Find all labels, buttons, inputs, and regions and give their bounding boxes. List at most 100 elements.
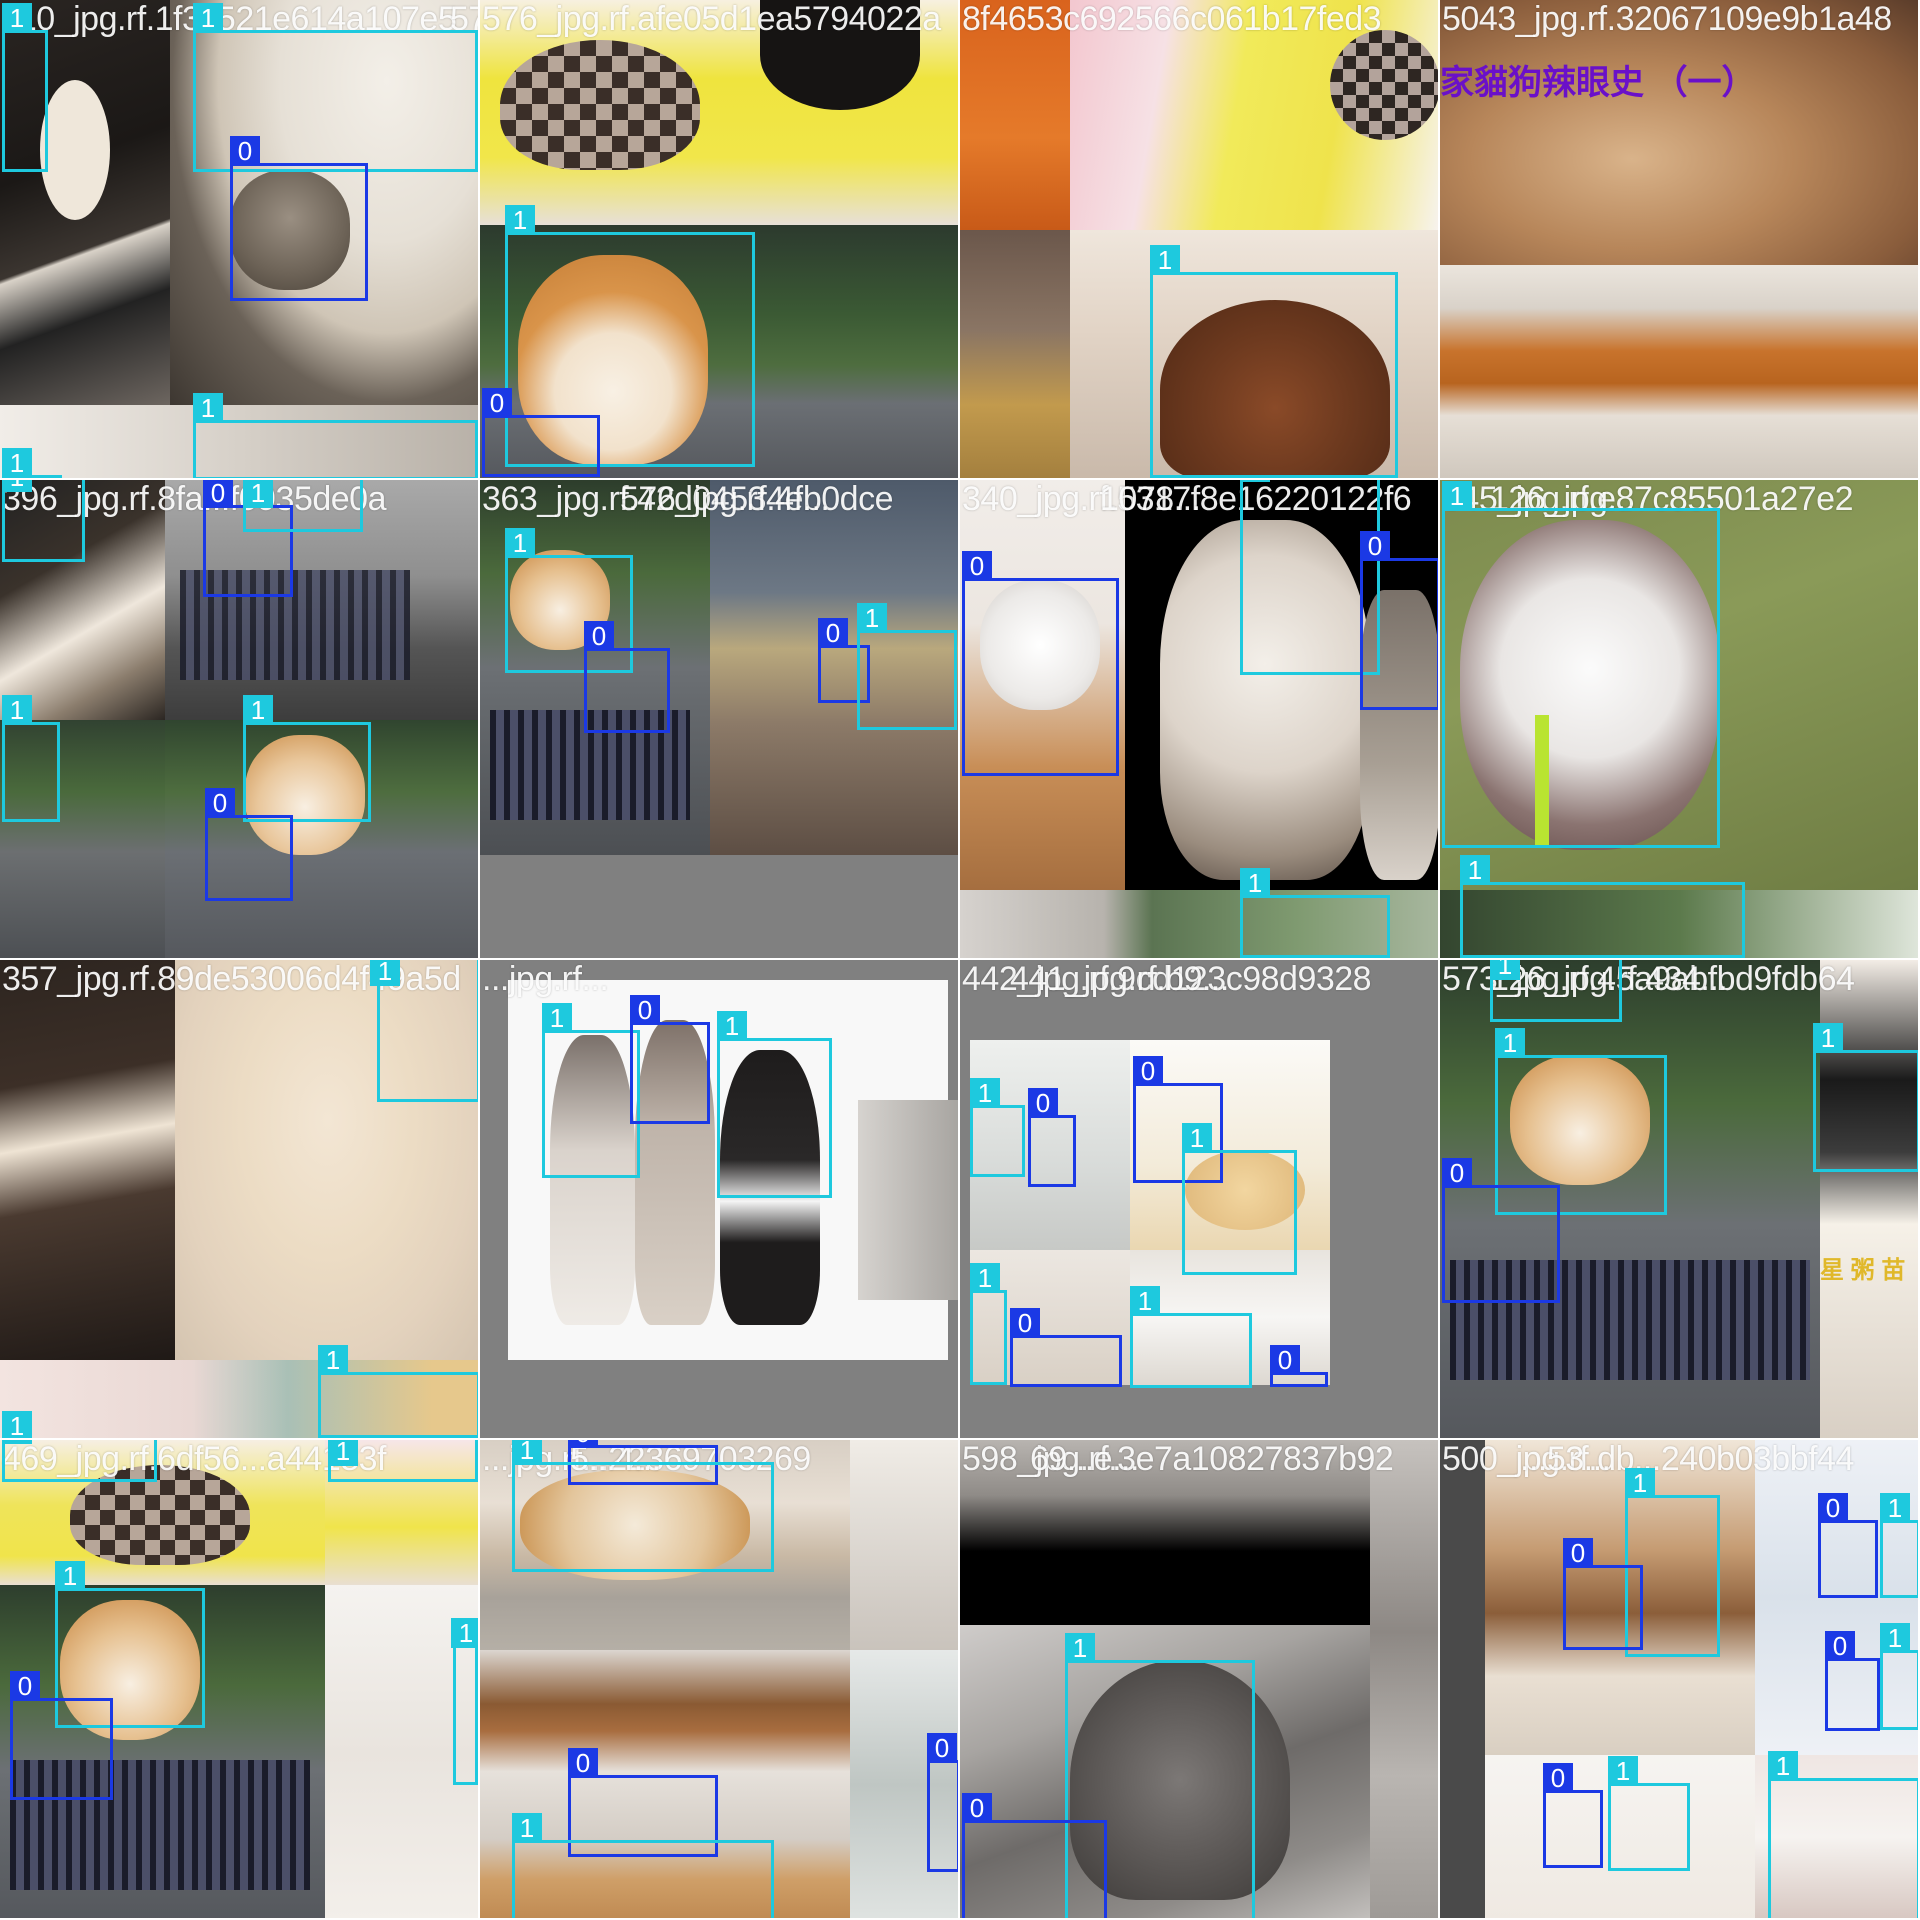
photo-shiba-face	[1510, 1055, 1650, 1185]
bbox-label: 1	[970, 1078, 1000, 1108]
bbox-label: 0	[205, 788, 235, 818]
bbox-class-1: 1	[451, 1618, 480, 1785]
tile-13: ...jpg.rf...22369703269 5...4... 0 1 0 1…	[480, 1440, 960, 1920]
bbox-class-1: 1	[318, 1345, 480, 1438]
bbox-label: 0	[568, 1748, 598, 1778]
bbox-label: 0	[962, 551, 992, 581]
bbox-label: 1	[717, 1011, 747, 1041]
photo-dog-cat-sleeping	[1485, 1440, 1755, 1755]
tile-2: 8f4653c692566c061b17fed3 1	[960, 0, 1440, 480]
bbox-class-1: 1	[2, 1411, 62, 1440]
bbox-class-1: 1	[2, 3, 48, 172]
bbox-class-1: 1	[1182, 1123, 1297, 1275]
tile-4: 396_jpg.rf.8fa...f0935de0a 1 0 1 1 1 0	[0, 480, 480, 960]
bbox-class-0: 0	[1818, 1493, 1878, 1598]
photo-pillow-kitten	[480, 1650, 850, 1920]
photo-green-leash	[1535, 715, 1549, 845]
bbox-label: 1	[512, 1813, 542, 1843]
tile-3: 家貓狗辣眼史 （一） 5043_jpg.rf.32067109e9b1a48	[1440, 0, 1920, 480]
bbox-class-1: 1	[970, 1078, 1025, 1177]
tile-5: 363_jpg.rf.42d04534eb0dce 576_jpg.rf.4f.…	[480, 480, 960, 960]
bbox-label: 1	[1182, 1123, 1212, 1153]
bbox-label: 1	[1608, 1756, 1638, 1786]
photo-plush-black-ear	[760, 0, 920, 110]
bbox-class-1: 1	[2, 695, 60, 822]
tile-12: 469_jpg.rf.6df56...a44183f 1 1 1 0 1	[0, 1440, 480, 1920]
bbox-label: 0	[630, 995, 660, 1025]
bbox-label: 1	[1150, 245, 1180, 275]
photo-bottom-strip	[0, 405, 480, 480]
bbox-label: 1	[1442, 481, 1472, 511]
photo-black-bulldog	[720, 1050, 820, 1325]
tile-8: 357_jpg.rf.89de53006d4f49a5d 1 1 1	[0, 960, 480, 1440]
bbox-class-0: 0	[630, 995, 710, 1124]
photo-corduroy-pillow	[1440, 265, 1920, 480]
bbox-label: 1	[370, 960, 400, 986]
photo-fawn-bulldog	[550, 1035, 635, 1325]
bbox-class-1: 1	[193, 3, 478, 172]
tile-9: ...jpg.rf... 1 0 1	[480, 960, 960, 1440]
bbox-class-1: 1	[2, 1440, 157, 1482]
photo-tabby-cat	[1360, 590, 1440, 880]
bbox-label: 1	[2, 1411, 32, 1440]
bbox-label: 1	[55, 1561, 85, 1591]
photo-husky	[1160, 520, 1370, 880]
bbox-label: 1	[512, 1440, 542, 1465]
photo-dog-fur-closeup	[1440, 0, 1920, 265]
bbox-class-1: 1	[193, 393, 478, 480]
photo-white-puppy	[1755, 1755, 1920, 1920]
bbox-class-0: 0	[1028, 1088, 1076, 1187]
bbox-class-1: 1	[1625, 1468, 1720, 1657]
photo-brown-dog	[1160, 300, 1390, 480]
bbox-label: 1	[318, 1345, 348, 1375]
photo-checkered-cap	[1330, 30, 1440, 140]
bbox-class-1: 1	[512, 1813, 774, 1920]
photo-sofa-edge	[858, 1100, 960, 1300]
bbox-class-1: 1	[1880, 1493, 1920, 1598]
chinese-caption: 家貓狗辣眼史 （一）	[1440, 64, 1756, 102]
bbox-label: 0	[1270, 1345, 1300, 1375]
photo-wire-basket	[10, 1760, 310, 1890]
bbox-class-0: 0	[568, 1440, 718, 1485]
bbox-label: 1	[505, 205, 535, 235]
photo-cream-puppy	[175, 960, 480, 1360]
photo-side-strip	[850, 1440, 960, 1650]
bbox-label: 1	[243, 695, 273, 725]
tile-1: 576_jpg.rf.afe05d1ea5794022a 1 0	[480, 0, 960, 480]
bbox-label: 1	[505, 528, 535, 558]
bbox-label: 0	[568, 1440, 598, 1448]
bbox-label: 0	[1563, 1538, 1593, 1568]
bbox-label: 1	[193, 3, 223, 33]
bbox-label: 1	[1460, 855, 1490, 885]
bbox-label: 1	[1625, 1468, 1655, 1498]
bbox-class-1: 1	[505, 528, 633, 673]
bbox-label: 1	[193, 393, 223, 423]
bbox-label: 1	[1768, 1751, 1798, 1781]
photo-siamese-cat	[635, 1020, 715, 1325]
bbox-label: 0	[1543, 1763, 1573, 1793]
bbox-class-1: 1	[542, 1003, 640, 1178]
photo-sofa-scene	[710, 480, 960, 855]
bbox-class-0: 0	[10, 1671, 113, 1800]
bbox-class-0: 0	[584, 621, 670, 733]
bbox-label: 1	[1880, 1493, 1910, 1523]
photo-dog-fur	[0, 960, 175, 1360]
bbox-label: 0	[584, 621, 614, 651]
letterbox-padding	[1440, 1440, 1485, 1920]
bbox-class-1: 1	[1065, 1633, 1255, 1920]
bbox-label: 0	[1825, 1631, 1855, 1661]
bbox-label: 1	[1130, 1286, 1160, 1316]
bbox-class-0: 0	[230, 136, 368, 301]
bbox-label: 0	[1818, 1493, 1848, 1523]
bbox-class-0: 0	[1133, 1056, 1223, 1183]
bbox-class-0: 0	[927, 1733, 960, 1872]
bbox-label: 0	[10, 1671, 40, 1701]
bbox-label: 0	[927, 1733, 957, 1763]
bbox-class-0: 0	[568, 1748, 718, 1857]
bbox-class-1: 1	[2, 480, 85, 562]
photo-kitten-face	[980, 580, 1100, 710]
bbox-class-1: 1	[970, 1263, 1007, 1385]
bbox-label: 1	[1490, 960, 1520, 980]
bbox-class-0: 0	[482, 388, 600, 477]
photo-golden-puppy	[1185, 1150, 1305, 1230]
